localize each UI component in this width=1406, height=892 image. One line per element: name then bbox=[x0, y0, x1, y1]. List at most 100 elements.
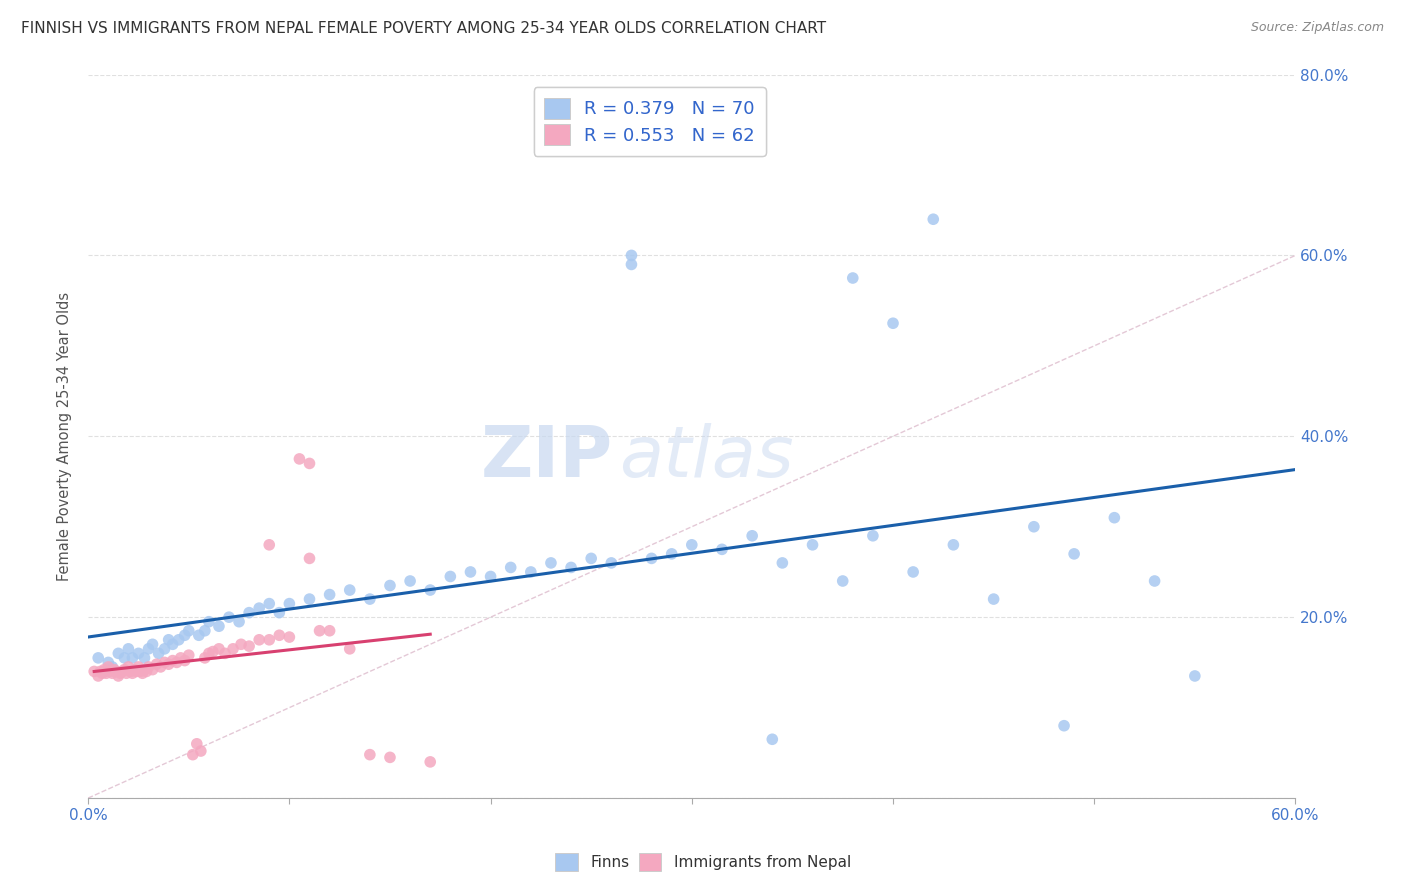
Legend: R = 0.379   N = 70, R = 0.553   N = 62: R = 0.379 N = 70, R = 0.553 N = 62 bbox=[533, 87, 765, 156]
Point bbox=[1063, 547, 1085, 561]
Text: ZIP: ZIP bbox=[481, 424, 613, 492]
Point bbox=[378, 750, 401, 764]
Point bbox=[83, 665, 105, 679]
Point bbox=[149, 660, 172, 674]
Point bbox=[97, 660, 120, 674]
Point bbox=[1104, 510, 1126, 524]
Point bbox=[399, 574, 422, 588]
Point bbox=[269, 628, 291, 642]
Point bbox=[600, 556, 623, 570]
Point bbox=[181, 747, 204, 762]
Point bbox=[101, 666, 124, 681]
Point bbox=[278, 597, 301, 611]
Text: Source: ZipAtlas.com: Source: ZipAtlas.com bbox=[1250, 21, 1384, 34]
Point bbox=[134, 663, 156, 677]
Point bbox=[922, 212, 945, 227]
Point bbox=[540, 556, 562, 570]
Point bbox=[741, 529, 763, 543]
Point bbox=[359, 747, 381, 762]
Point bbox=[222, 641, 245, 656]
Point bbox=[186, 737, 208, 751]
Point bbox=[173, 628, 195, 642]
Point bbox=[620, 257, 643, 271]
Point bbox=[983, 592, 1005, 607]
Point bbox=[208, 641, 231, 656]
Point bbox=[105, 665, 128, 679]
Point bbox=[1053, 719, 1076, 733]
Point bbox=[96, 666, 118, 681]
Point bbox=[125, 665, 148, 679]
Point bbox=[87, 651, 110, 665]
Point bbox=[238, 639, 260, 653]
Point bbox=[882, 316, 904, 330]
Point bbox=[257, 538, 280, 552]
Point bbox=[288, 451, 311, 466]
Text: FINNISH VS IMMIGRANTS FROM NEPAL FEMALE POVERTY AMONG 25-34 YEAR OLDS CORRELATIO: FINNISH VS IMMIGRANTS FROM NEPAL FEMALE … bbox=[21, 21, 827, 36]
Text: atlas: atlas bbox=[620, 424, 794, 492]
Point bbox=[117, 660, 139, 674]
Point bbox=[439, 569, 461, 583]
Point bbox=[187, 628, 209, 642]
Point bbox=[229, 637, 252, 651]
Point bbox=[378, 578, 401, 592]
Point bbox=[339, 641, 361, 656]
Point bbox=[681, 538, 703, 552]
Point bbox=[661, 547, 683, 561]
Point bbox=[101, 660, 124, 674]
Point bbox=[134, 651, 156, 665]
Point bbox=[257, 632, 280, 647]
Point bbox=[339, 582, 361, 597]
Point bbox=[761, 732, 783, 747]
Point bbox=[162, 654, 184, 668]
Point bbox=[103, 663, 125, 677]
Point bbox=[167, 632, 190, 647]
Point bbox=[107, 669, 129, 683]
Legend: Finns, Immigrants from Nepal: Finns, Immigrants from Nepal bbox=[548, 847, 858, 877]
Point bbox=[640, 551, 662, 566]
Point bbox=[499, 560, 522, 574]
Point bbox=[127, 646, 149, 660]
Point bbox=[177, 624, 200, 638]
Point bbox=[520, 565, 543, 579]
Point bbox=[162, 637, 184, 651]
Point bbox=[711, 542, 734, 557]
Point bbox=[278, 630, 301, 644]
Point bbox=[153, 656, 176, 670]
Point bbox=[110, 666, 132, 681]
Point bbox=[89, 665, 111, 679]
Point bbox=[87, 669, 110, 683]
Point bbox=[177, 648, 200, 662]
Point bbox=[298, 551, 321, 566]
Point bbox=[208, 619, 231, 633]
Point bbox=[97, 656, 120, 670]
Point bbox=[228, 615, 250, 629]
Point bbox=[198, 646, 221, 660]
Point bbox=[579, 551, 602, 566]
Point bbox=[190, 744, 212, 758]
Point bbox=[157, 632, 180, 647]
Point bbox=[124, 663, 146, 677]
Point bbox=[166, 656, 188, 670]
Point bbox=[318, 624, 340, 638]
Point bbox=[98, 665, 121, 679]
Point bbox=[148, 646, 170, 660]
Point bbox=[1184, 669, 1206, 683]
Point bbox=[131, 666, 153, 681]
Y-axis label: Female Poverty Among 25-34 Year Olds: Female Poverty Among 25-34 Year Olds bbox=[58, 292, 72, 581]
Point bbox=[141, 637, 163, 651]
Point bbox=[257, 597, 280, 611]
Point bbox=[112, 651, 135, 665]
Point bbox=[127, 660, 149, 674]
Point bbox=[318, 588, 340, 602]
Point bbox=[138, 660, 160, 674]
Point bbox=[91, 666, 114, 681]
Point bbox=[238, 606, 260, 620]
Point bbox=[153, 641, 176, 656]
Point bbox=[308, 624, 330, 638]
Point bbox=[145, 657, 167, 672]
Point bbox=[620, 248, 643, 262]
Point bbox=[770, 556, 793, 570]
Point bbox=[419, 582, 441, 597]
Point bbox=[201, 644, 224, 658]
Point bbox=[173, 654, 195, 668]
